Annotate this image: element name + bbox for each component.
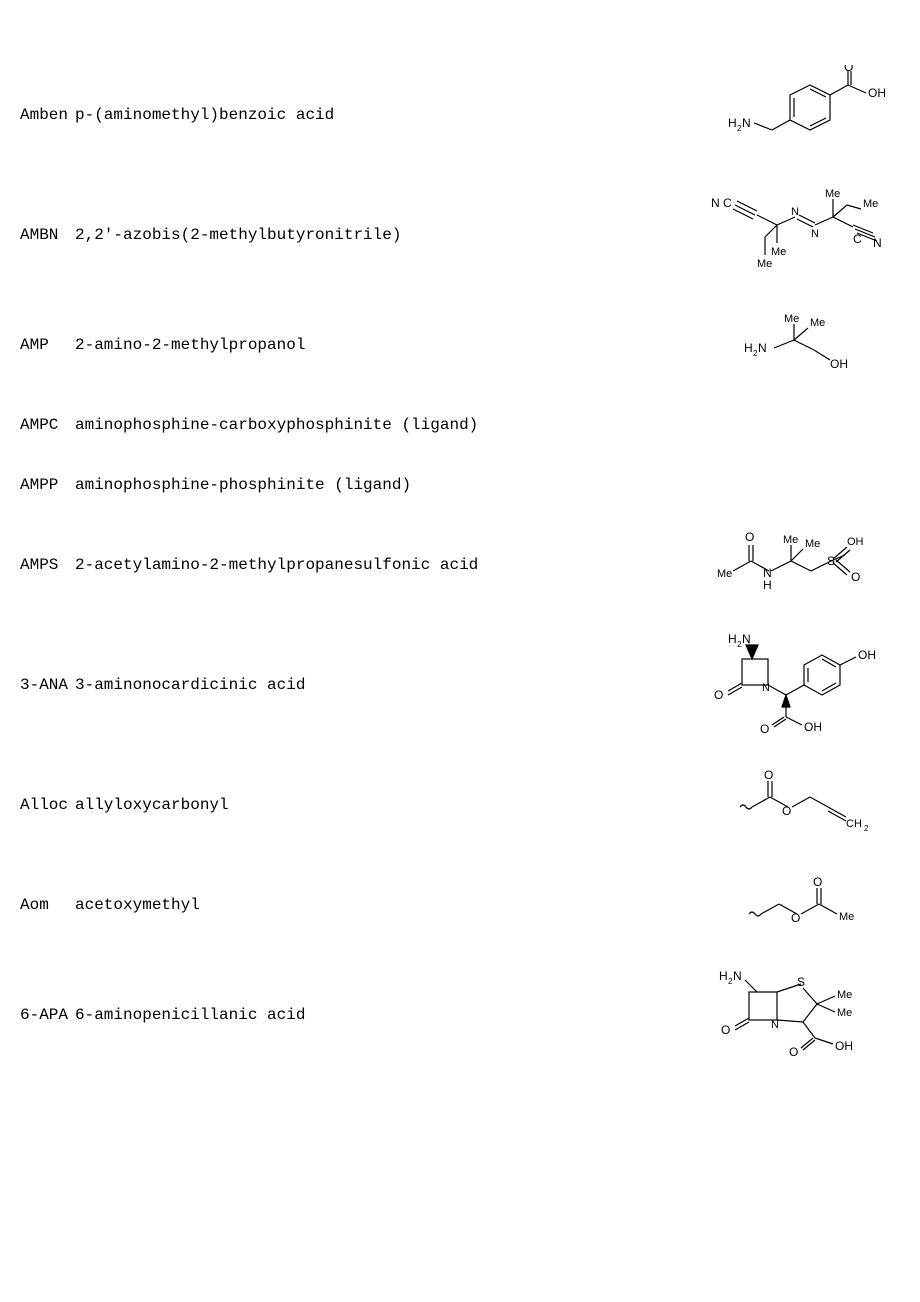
entry-row: AMBN 2,2'-azobis(2-methylbutyronitrile) — [20, 180, 900, 290]
structure-diagram: O O CH2 — [700, 765, 900, 845]
svg-text:N: N — [791, 206, 799, 218]
structure-diagram: H2N O OH — [700, 65, 900, 165]
abbreviation: 3-ANA — [20, 676, 75, 694]
entry-row: AMPC aminophosphine-carboxyphosphinite (… — [20, 400, 900, 450]
svg-text:O: O — [851, 570, 860, 584]
svg-text:H: H — [744, 341, 753, 355]
svg-text:Me: Me — [837, 1007, 852, 1019]
compound-name: 2-amino-2-methylpropanol — [75, 336, 700, 354]
abbreviation: AMPP — [20, 476, 75, 494]
svg-text:H: H — [763, 578, 772, 592]
compound-name: 2,2'-azobis(2-methylbutyronitrile) — [75, 226, 700, 244]
svg-text:C: C — [853, 232, 862, 246]
entry-row: AMP 2-amino-2-methylpropanol Me Me H2N O… — [20, 300, 900, 390]
svg-text:Me: Me — [717, 568, 732, 580]
svg-text:O: O — [764, 768, 773, 782]
svg-text:N: N — [742, 632, 751, 646]
svg-text:O: O — [760, 722, 769, 736]
svg-text:Me: Me — [863, 198, 878, 210]
svg-text:C: C — [723, 196, 732, 210]
abbreviation: AMBN — [20, 226, 75, 244]
svg-text:Me: Me — [757, 258, 772, 270]
compound-name: aminophosphine-phosphinite (ligand) — [75, 476, 700, 494]
structure-diagram: NC Me Me N N Me Me CN — [700, 185, 900, 285]
svg-text:N: N — [771, 1019, 779, 1031]
compound-name: allyloxycarbonyl — [75, 796, 700, 814]
abbreviation: AMPS — [20, 556, 75, 574]
svg-text:Me: Me — [839, 911, 854, 923]
entry-row: Aom acetoxymethyl O O Me — [20, 860, 900, 950]
svg-text:H: H — [728, 116, 737, 130]
svg-text:Me: Me — [805, 538, 820, 550]
svg-text:Me: Me — [837, 989, 852, 1001]
entry-row: 6-APA 6-aminopenicillanic acid — [20, 960, 900, 1070]
svg-text:N: N — [742, 116, 751, 130]
svg-text:Me: Me — [810, 317, 825, 329]
svg-text:S: S — [827, 554, 835, 568]
compound-name: 2-acetylamino-2-methylpropanesulfonic ac… — [75, 556, 700, 574]
svg-text:CH: CH — [846, 818, 862, 830]
svg-text:O: O — [844, 65, 853, 74]
svg-text:OH: OH — [804, 720, 822, 734]
svg-text:O: O — [721, 1023, 730, 1037]
abbreviation: Amben — [20, 106, 75, 124]
compound-name: 3-aminonocardicinic acid — [75, 676, 700, 694]
svg-text:H: H — [719, 969, 728, 983]
svg-text:O: O — [813, 875, 822, 889]
structure-diagram: O Me N H Me Me S OH O — [700, 525, 900, 605]
entry-row: 3-ANA 3-aminonocardicinic acid — [20, 620, 900, 750]
svg-text:O: O — [782, 804, 791, 818]
structure-diagram: Me Me H2N OH — [700, 310, 900, 380]
svg-text:Me: Me — [784, 313, 799, 325]
compound-name: 6-aminopenicillanic acid — [75, 1006, 700, 1024]
svg-text:N: N — [873, 236, 882, 250]
compound-name: aminophosphine-carboxyphosphinite (ligan… — [75, 416, 700, 434]
entry-row: AMPS 2-acetylamino-2-methylpropanesulfon… — [20, 520, 900, 610]
compound-name: p-(aminomethyl)benzoic acid — [75, 106, 700, 124]
svg-text:Me: Me — [783, 534, 798, 546]
abbreviation: Aom — [20, 896, 75, 914]
svg-text:S: S — [797, 975, 805, 989]
svg-text:OH: OH — [847, 536, 864, 548]
compound-name: acetoxymethyl — [75, 896, 700, 914]
entry-row: Amben p-(aminomethyl)benzoic acid H2N O … — [20, 60, 900, 170]
abbreviation: Alloc — [20, 796, 75, 814]
svg-text:O: O — [789, 1045, 798, 1059]
svg-text:N: N — [733, 969, 742, 983]
svg-text:N: N — [762, 682, 770, 694]
svg-text:O: O — [745, 530, 754, 544]
svg-text:OH: OH — [830, 357, 848, 371]
structure-diagram: H2N O N OH O OH — [700, 625, 900, 745]
abbreviation: AMPC — [20, 416, 75, 434]
svg-text:O: O — [714, 688, 723, 702]
svg-text:N: N — [758, 341, 767, 355]
abbreviation: AMP — [20, 336, 75, 354]
abbreviation: 6-APA — [20, 1006, 75, 1024]
svg-text:N: N — [711, 196, 720, 210]
svg-text:OH: OH — [858, 648, 876, 662]
svg-text:N: N — [811, 228, 819, 240]
structure-diagram: O O Me — [700, 870, 900, 940]
svg-text:H: H — [728, 632, 737, 646]
svg-text:OH: OH — [835, 1039, 853, 1053]
svg-text:Me: Me — [825, 188, 840, 200]
svg-text:Me: Me — [771, 246, 786, 258]
svg-text:OH: OH — [868, 86, 886, 100]
svg-text:2: 2 — [864, 824, 869, 833]
entry-row: AMPP aminophosphine-phosphinite (ligand) — [20, 460, 900, 510]
entry-row: Alloc allyloxycarbonyl O O CH2 — [20, 760, 900, 850]
svg-text:O: O — [791, 911, 800, 925]
structure-diagram: H2N O N S Me Me O OH — [700, 960, 900, 1070]
